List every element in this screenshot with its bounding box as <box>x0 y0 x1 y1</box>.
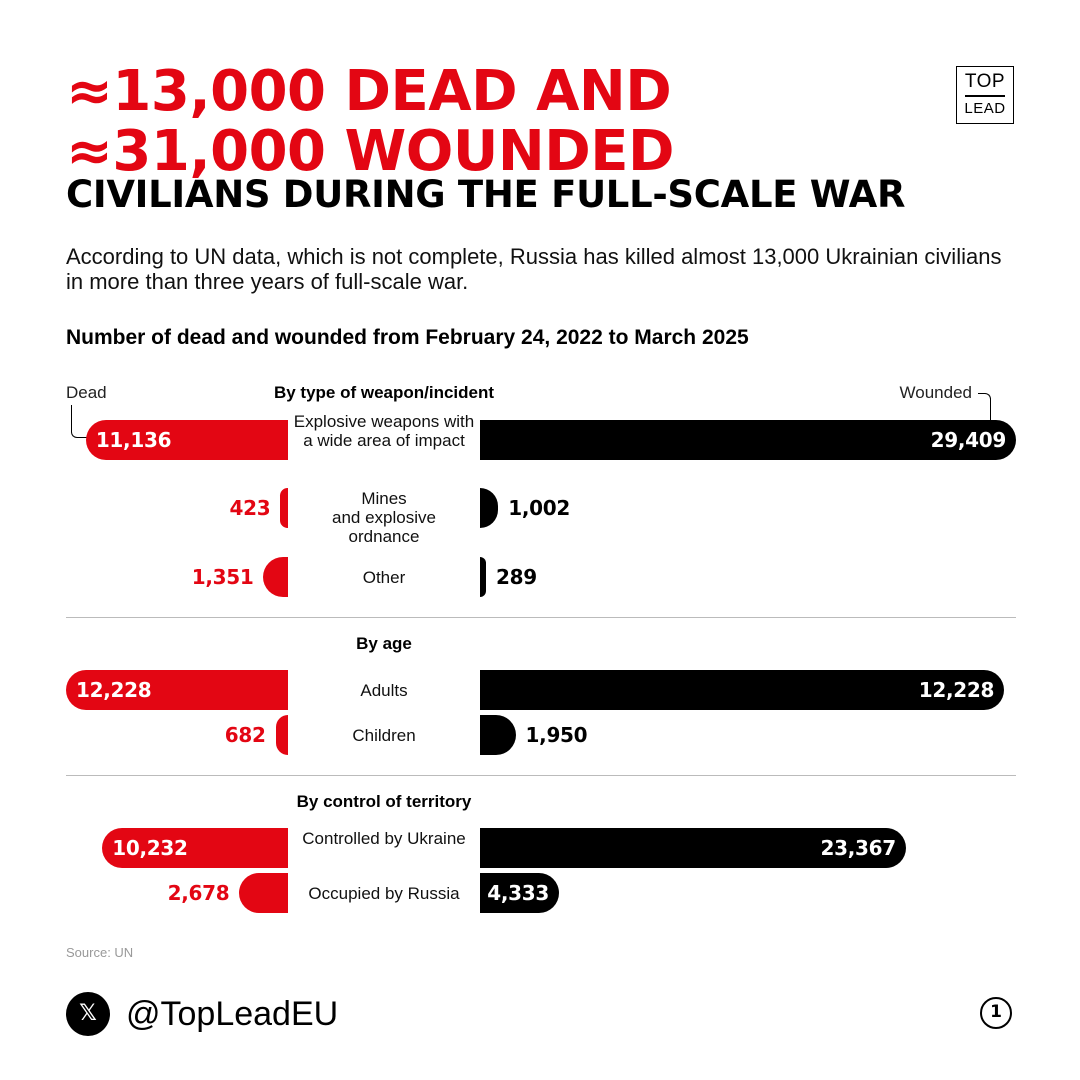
wounded-bar <box>480 873 559 913</box>
dead-value-label: 1,351 <box>191 565 254 589</box>
section-divider <box>66 617 1016 618</box>
dead-bar <box>275 715 288 755</box>
dead-value-label: 423 <box>229 496 271 520</box>
x-logo-icon: 𝕏 <box>66 992 110 1036</box>
wounded-bar <box>480 670 1005 710</box>
page-number-badge: 1 <box>980 997 1012 1029</box>
category-label: Children <box>352 725 416 745</box>
logo-top-text: TOP <box>964 71 1006 92</box>
wounded-value-label: 23,367 <box>820 836 897 860</box>
category-label: Other <box>362 567 406 587</box>
toplead-logo: TOP LEAD <box>956 66 1014 124</box>
section-heading: By control of territory <box>296 792 472 811</box>
title-line-3: CIVILIANS DURING THE FULL-SCALE WAR <box>66 173 906 216</box>
dead-value-label: 2,678 <box>167 881 230 905</box>
wounded-bar <box>480 828 906 868</box>
logo-bottom-text: LEAD <box>964 99 1006 117</box>
dead-value-label: 12,228 <box>76 678 152 702</box>
dead-bar <box>280 488 288 528</box>
category-label: Controlled by Ukraine <box>302 829 466 848</box>
wounded-value-label: 289 <box>496 565 537 589</box>
title-line-2: ≈31,000 WOUNDED <box>66 119 674 184</box>
section-heading: By type of weapon/incident <box>273 383 495 402</box>
wounded-bar <box>480 488 499 528</box>
wounded-bar <box>480 557 486 597</box>
chart-title: Number of dead and wounded from February… <box>66 326 749 349</box>
wounded-value-label: 1,002 <box>508 496 571 520</box>
intro-text: According to UN data, which is not compl… <box>66 244 1002 294</box>
dead-value-label: 10,232 <box>112 836 188 860</box>
wounded-value-label: 1,950 <box>525 723 588 747</box>
dead-bracket-line <box>71 405 88 438</box>
legend-dead-label: Dead <box>66 383 107 402</box>
wounded-bracket-line <box>978 393 991 424</box>
wounded-bar <box>480 715 516 755</box>
dead-value-label: 682 <box>224 723 266 747</box>
dead-bar <box>239 873 288 913</box>
section-heading: By age <box>356 634 412 653</box>
category-label: Occupied by Russia <box>308 883 460 903</box>
dead-value-label: 11,136 <box>95 428 172 452</box>
dead-bar <box>263 557 288 597</box>
title-line-1: ≈13,000 DEAD AND <box>66 59 672 124</box>
wounded-value-label: 29,409 <box>930 428 1007 452</box>
category-label: Mines and explosive ordnance <box>332 489 436 546</box>
wounded-value-label: 4,333 <box>487 881 549 905</box>
dead-bar <box>66 670 288 710</box>
wounded-bar <box>480 420 1016 460</box>
legend-wounded-label: Wounded <box>899 383 972 402</box>
social-handle: @TopLeadEU <box>126 995 339 1033</box>
section-divider <box>66 775 1016 776</box>
wounded-value-label: 12,228 <box>918 678 995 702</box>
dead-bar <box>85 420 288 460</box>
source-note: Source: UN <box>66 945 134 960</box>
logo-rule <box>965 95 1005 97</box>
category-label: Explosive weapons with a wide area of im… <box>293 411 475 450</box>
category-label: Adults <box>360 680 408 700</box>
dead-bar <box>102 828 288 868</box>
